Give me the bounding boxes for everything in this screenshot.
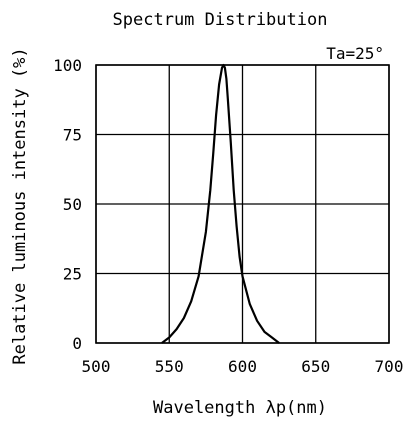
series-line-0 bbox=[161, 63, 280, 344]
x-axis-label: Wavelength λp(nm) bbox=[153, 398, 327, 418]
x-tick-700: 700 bbox=[375, 357, 404, 376]
plot-frame bbox=[95, 64, 390, 344]
x-tick-labels: 500 550 600 650 700 bbox=[82, 357, 404, 376]
temperature-annotation: Ta=25° bbox=[326, 44, 384, 63]
grid bbox=[95, 64, 390, 344]
y-tick-0: 0 bbox=[72, 334, 82, 353]
y-axis-label: Relative luminous intensity (%) bbox=[10, 47, 30, 364]
series-layer bbox=[161, 63, 280, 344]
y-tick-50: 50 bbox=[63, 195, 82, 214]
y-tick-labels: 0 25 50 75 100 bbox=[53, 56, 82, 353]
chart-title: Spectrum Distribution bbox=[113, 10, 328, 30]
y-tick-75: 75 bbox=[63, 126, 82, 145]
y-tick-100: 100 bbox=[53, 56, 82, 75]
x-tick-500: 500 bbox=[82, 357, 111, 376]
x-tick-600: 600 bbox=[228, 357, 257, 376]
y-tick-25: 25 bbox=[63, 265, 82, 284]
x-tick-550: 550 bbox=[155, 357, 184, 376]
x-tick-650: 650 bbox=[301, 357, 330, 376]
